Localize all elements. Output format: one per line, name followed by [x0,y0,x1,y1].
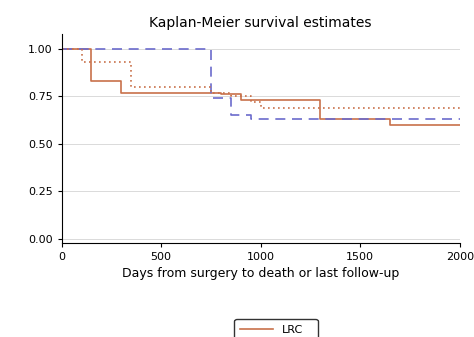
ORC [318,117,323,121]
LRC [89,79,94,83]
ORC [208,96,214,100]
Line: LRC: LRC [62,49,460,125]
ORC [427,117,433,121]
RARC [328,106,333,110]
LRC [457,123,463,127]
ORC [318,117,323,121]
LRC [218,92,224,96]
ORC [248,113,254,117]
LRC [457,123,463,127]
Line: ORC: ORC [62,49,460,119]
ORC [457,117,463,121]
ORC [148,47,154,51]
RARC [258,100,264,104]
ORC [457,117,463,121]
RARC [79,47,84,51]
RARC [328,106,333,110]
Title: Kaplan-Meier survival estimates: Kaplan-Meier survival estimates [149,16,372,30]
RARC [228,94,234,98]
RARC [208,91,214,95]
Legend: LRC, ORC, RARC: LRC, ORC, RARC [235,319,318,337]
ORC [427,117,433,121]
RARC [128,85,134,89]
LRC [218,91,224,95]
LRC [118,91,124,95]
LRC [387,123,393,127]
LRC [318,98,323,102]
RARC [248,100,254,104]
RARC [457,106,463,110]
ORC [228,96,234,100]
LRC [59,47,64,51]
LRC [387,117,393,121]
ORC [148,47,154,51]
RARC [248,94,254,98]
RARC [128,60,134,64]
LRC [118,79,124,83]
LRC [89,47,94,51]
RARC [228,91,234,95]
LRC [238,98,244,102]
RARC [79,60,84,64]
RARC [59,47,64,51]
RARC [457,106,463,110]
LRC [318,117,323,121]
Line: RARC: RARC [62,49,460,108]
LRC [238,92,244,96]
RARC [258,106,264,110]
ORC [248,117,254,121]
ORC [228,113,234,117]
ORC [208,47,214,51]
ORC [59,47,64,51]
RARC [208,85,214,89]
X-axis label: Days from surgery to death or last follow-up: Days from surgery to death or last follo… [122,267,399,280]
